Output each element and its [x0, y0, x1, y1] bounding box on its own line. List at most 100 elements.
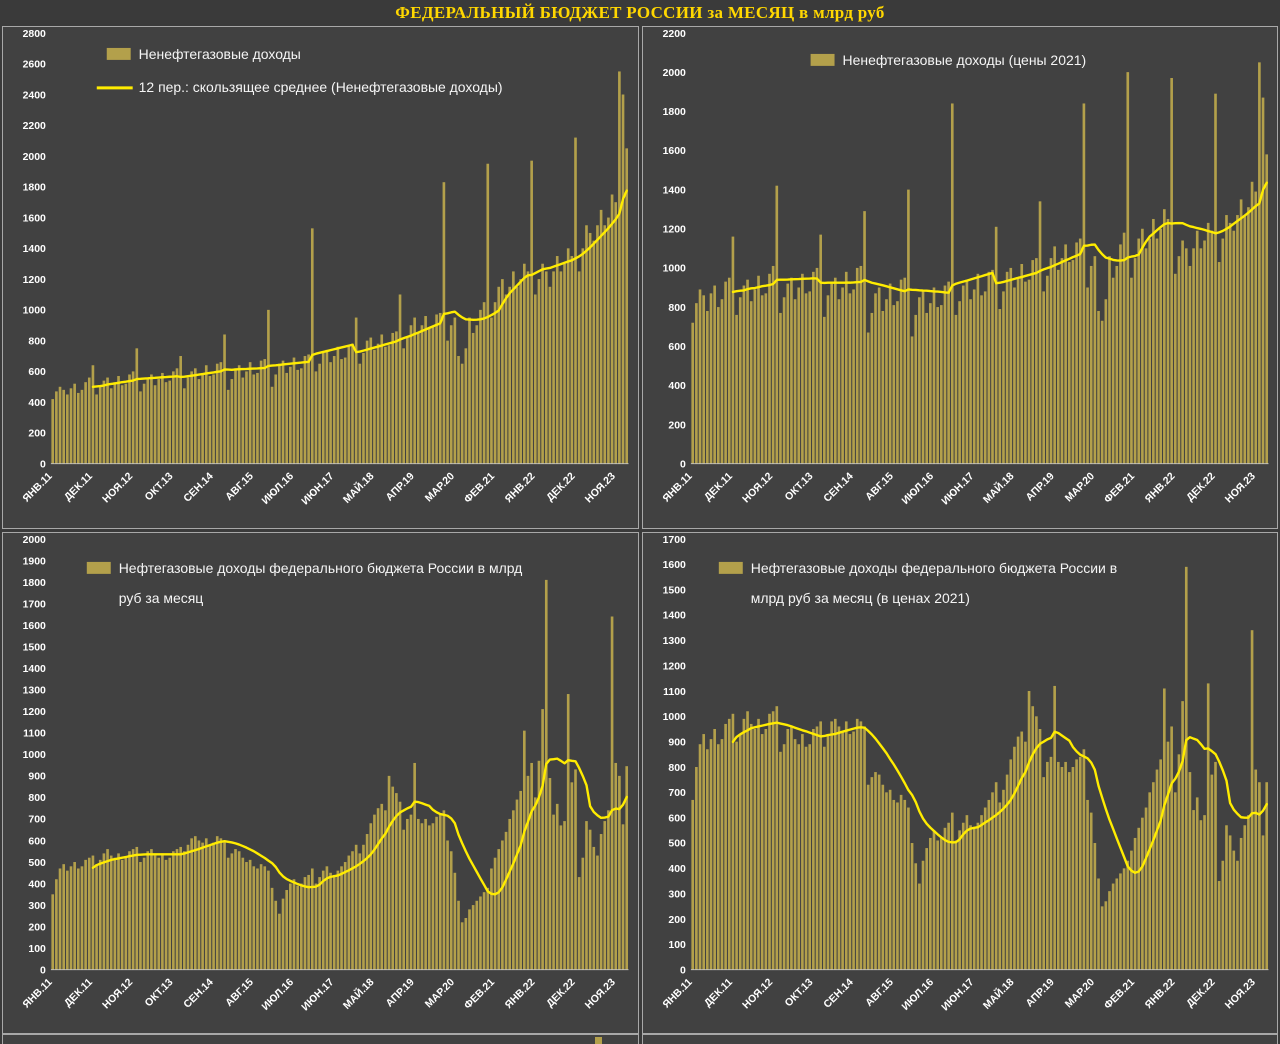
x-axis-labels: ЯНВ.11 ДЕК.11 НОЯ.12 ОКТ.13 СЕН.14 АВГ.15 ИЮЛ.…	[661, 975, 1258, 1013]
svg-text:12 пер.: скользящее среднее (Н: 12 пер.: скользящее среднее (Ненефтегазо…	[139, 79, 503, 95]
svg-text:НОЯ.23: НОЯ.23	[583, 471, 618, 506]
svg-text:НОЯ.12: НОЯ.12	[740, 471, 775, 506]
legend-bar-swatch-icon	[718, 561, 743, 574]
svg-text:800: 800	[28, 793, 46, 804]
y-axis-labels: 0 200 400 600 800 1000 1200 1400 1600 1800 2000 220…	[662, 29, 685, 471]
panel-nonoilgas-nominal: 0 200 400 600 800 1000 1200 1400 1600 1800 2000 220…	[2, 26, 639, 529]
svg-text:ОКТ.13: ОКТ.13	[143, 976, 175, 1008]
moving-average-line	[91, 756, 628, 896]
svg-text:ДЕК.11: ДЕК.11	[63, 976, 96, 1009]
svg-text:Нефтегазовые доходы федерально: Нефтегазовые доходы федерального бюджета…	[750, 559, 1116, 575]
svg-text:ДЕК.22: ДЕК.22	[1184, 976, 1217, 1009]
svg-text:ИЮЛ.16: ИЮЛ.16	[900, 976, 936, 1012]
svg-text:ЯНВ.11: ЯНВ.11	[21, 471, 55, 505]
svg-text:АВГ.15: АВГ.15	[863, 976, 895, 1008]
svg-text:НОЯ.12: НОЯ.12	[101, 471, 136, 506]
svg-text:АПР.19: АПР.19	[384, 471, 417, 504]
y-axis-labels: 0 200 400 600 800 1000 1200 1400 1600 1800 2000 220…	[23, 29, 46, 471]
svg-text:ОКТ.13: ОКТ.13	[783, 976, 815, 1008]
svg-text:ОКТ.13: ОКТ.13	[143, 471, 175, 503]
svg-text:ФЕВ.21: ФЕВ.21	[462, 976, 497, 1011]
svg-text:1300: 1300	[662, 636, 685, 647]
svg-text:1200: 1200	[662, 225, 685, 236]
y-axis-labels: 0 100 200 300 400 500 600 700 800 900 1000 1100 1200…	[23, 534, 46, 976]
svg-text:1600: 1600	[662, 146, 685, 157]
bars	[51, 71, 629, 464]
moving-average-line	[731, 720, 1268, 874]
svg-text:400: 400	[28, 879, 46, 890]
svg-text:800: 800	[668, 303, 686, 314]
svg-text:ДЕК.11: ДЕК.11	[702, 976, 735, 1009]
svg-text:ЯНВ.11: ЯНВ.11	[21, 976, 55, 1010]
svg-text:НОЯ.23: НОЯ.23	[1223, 976, 1258, 1011]
bars	[690, 62, 1268, 464]
svg-text:СЕН.14: СЕН.14	[182, 976, 216, 1010]
svg-text:2000: 2000	[662, 68, 685, 79]
svg-text:ИЮН.17: ИЮН.17	[300, 976, 337, 1012]
svg-text:МАЙ.18: МАЙ.18	[980, 469, 1016, 505]
svg-text:600: 600	[668, 342, 686, 353]
legend: Нефтегазовые доходы федерального бюджета…	[86, 559, 522, 605]
svg-text:ЯНВ.11: ЯНВ.11	[661, 976, 695, 1010]
svg-text:ЯНВ.22: ЯНВ.22	[503, 471, 537, 505]
svg-text:2800: 2800	[23, 29, 46, 40]
svg-text:1800: 1800	[23, 183, 46, 194]
svg-text:ДЕК.22: ДЕК.22	[545, 471, 578, 504]
chart-nonoilgas-nominal: 0 200 400 600 800 1000 1200 1400 1600 1800 2000 220…	[21, 29, 629, 507]
svg-text:1000: 1000	[23, 750, 46, 761]
svg-text:1700: 1700	[23, 599, 46, 610]
svg-text:МАЙ.18: МАЙ.18	[340, 469, 376, 505]
svg-text:НОЯ.12: НОЯ.12	[101, 976, 136, 1011]
svg-text:400: 400	[668, 381, 686, 392]
svg-text:ЯНВ.22: ЯНВ.22	[1143, 976, 1177, 1010]
svg-text:СЕН.14: СЕН.14	[182, 471, 216, 505]
svg-text:АВГ.15: АВГ.15	[224, 976, 256, 1008]
svg-text:1400: 1400	[662, 610, 685, 621]
svg-text:900: 900	[668, 737, 686, 748]
x-axis-labels: ЯНВ.11 ДЕК.11 НОЯ.12 ОКТ.13 СЕН.14 АВГ.15 ИЮЛ.…	[661, 469, 1258, 507]
svg-text:1600: 1600	[23, 213, 46, 224]
svg-text:руб за месяц: руб за месяц	[119, 589, 204, 605]
svg-text:МАЙ.18: МАЙ.18	[340, 975, 376, 1011]
chart-oilgas-nominal: 0 100 200 300 400 500 600 700 800 900 1000 1100 1200…	[21, 534, 629, 1013]
svg-text:300: 300	[28, 900, 46, 911]
svg-text:НОЯ.23: НОЯ.23	[1223, 471, 1258, 506]
legend-bar-swatch-icon	[810, 53, 835, 66]
x-axis-labels: ЯНВ.11 ДЕК.11 НОЯ.12 ОКТ.13 СЕН.14 АВГ.15 ИЮЛ.…	[21, 975, 618, 1013]
svg-text:ИЮН.17: ИЮН.17	[300, 471, 337, 507]
svg-text:1700: 1700	[662, 534, 685, 545]
svg-text:ЯНВ.11: ЯНВ.11	[661, 471, 695, 505]
svg-text:млрд руб за месяц (в ценах 202: млрд руб за месяц (в ценах 2021)	[750, 589, 969, 605]
svg-text:МАР.20: МАР.20	[1063, 471, 1097, 505]
chart-nonoilgas-real-2021: 0 200 400 600 800 1000 1200 1400 1600 1800 2000 220…	[661, 29, 1269, 507]
svg-text:НОЯ.12: НОЯ.12	[740, 976, 775, 1011]
svg-text:1500: 1500	[662, 585, 685, 596]
svg-text:0: 0	[680, 459, 686, 470]
svg-text:200: 200	[28, 429, 46, 440]
svg-text:1500: 1500	[23, 642, 46, 653]
partial-panel-left	[2, 1034, 639, 1044]
y-axis-labels: 0 100 200 300 400 500 600 700 800 900 1000 1100 1200…	[662, 534, 685, 976]
next-row-partial	[0, 1034, 1280, 1044]
svg-text:2000: 2000	[23, 534, 46, 545]
svg-text:0: 0	[40, 459, 46, 470]
svg-text:Ненефтегазовые доходы (цены 20: Ненефтегазовые доходы (цены 2021)	[842, 52, 1086, 68]
svg-text:100: 100	[668, 940, 686, 951]
svg-text:ДЕК.22: ДЕК.22	[545, 976, 578, 1009]
svg-text:0: 0	[680, 965, 686, 976]
svg-text:МАР.20: МАР.20	[1063, 976, 1097, 1010]
svg-text:700: 700	[668, 788, 686, 799]
svg-text:МАР.20: МАР.20	[424, 471, 458, 505]
svg-text:МАР.20: МАР.20	[424, 976, 458, 1010]
svg-text:200: 200	[28, 922, 46, 933]
partial-panel-right	[641, 1034, 1278, 1044]
svg-text:1200: 1200	[23, 275, 46, 286]
partial-chart-bar	[595, 1037, 602, 1044]
svg-text:1400: 1400	[23, 244, 46, 255]
svg-text:0: 0	[40, 965, 46, 976]
svg-text:1800: 1800	[23, 577, 46, 588]
svg-text:АВГ.15: АВГ.15	[863, 471, 895, 503]
x-axis-labels: ЯНВ.11 ДЕК.11 НОЯ.12 ОКТ.13 СЕН.14 АВГ.15 ИЮЛ.…	[21, 469, 618, 507]
moving-average-line	[91, 189, 628, 389]
svg-text:1600: 1600	[662, 560, 685, 571]
